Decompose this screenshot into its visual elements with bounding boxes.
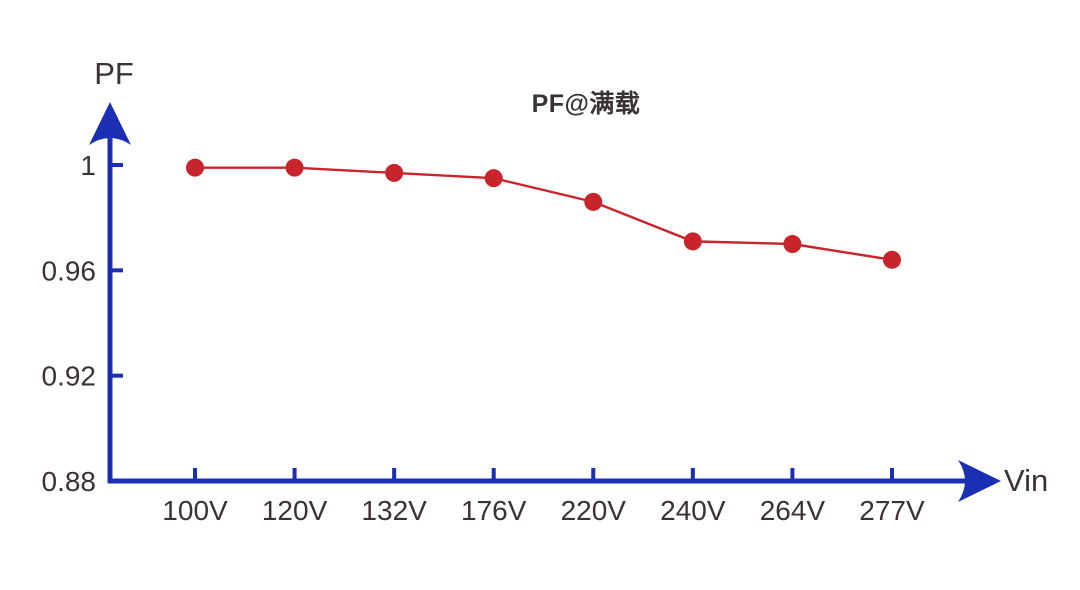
y-tick-label: 0.88 <box>42 466 97 497</box>
y-axis-arrow-icon <box>89 102 131 145</box>
y-axis-title: PF <box>94 56 134 91</box>
data-point <box>783 235 802 254</box>
x-tick-label: 176V <box>461 495 527 526</box>
x-tick-label: 132V <box>361 495 427 526</box>
data-point <box>186 158 204 177</box>
data-point <box>385 163 404 182</box>
x-tick-label: 264V <box>760 495 826 526</box>
x-axis-title: Vin <box>1004 463 1049 498</box>
x-axis-arrow-icon <box>958 460 1001 502</box>
chart-title: PF@满载 <box>531 90 641 118</box>
y-tick-label: 1 <box>80 150 96 181</box>
data-point <box>882 250 901 269</box>
y-tick-label: 0.96 <box>42 255 97 286</box>
data-point <box>683 232 702 251</box>
data-point <box>285 158 304 177</box>
y-tick-label: 0.92 <box>42 361 97 392</box>
x-tick-label: 220V <box>561 495 627 526</box>
data-point <box>584 192 603 211</box>
x-tick-label: 240V <box>660 495 726 526</box>
x-tick-label: 100V <box>162 495 228 526</box>
x-tick-label: 277V <box>859 495 925 526</box>
data-point <box>484 169 503 188</box>
x-tick-label: 120V <box>262 495 328 526</box>
pf-series-line <box>195 166 893 261</box>
